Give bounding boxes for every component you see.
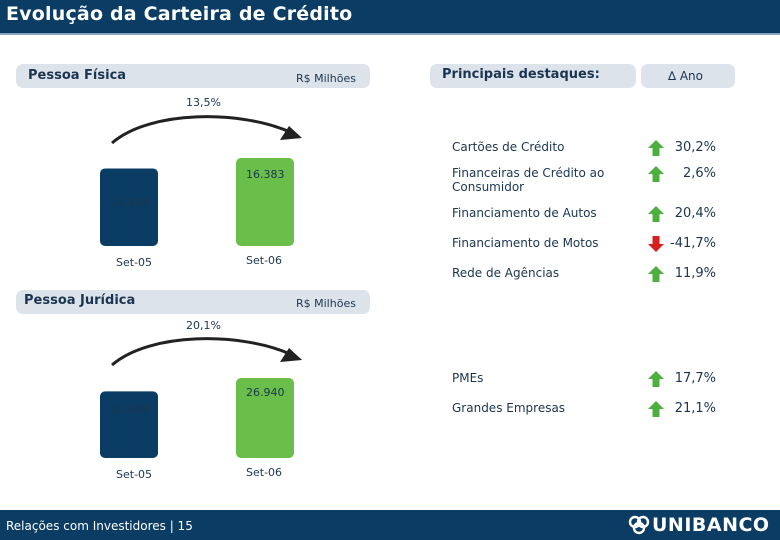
header-bar — [0, 0, 780, 33]
pj-growth-label: 20,1% — [186, 319, 221, 332]
footer-text: Relações com Investidores | 15 — [6, 519, 193, 533]
pj-bar-chart — [100, 337, 302, 458]
pf-section-title: Pessoa Física — [28, 68, 127, 83]
pf-highlight-value: 30,2% — [674, 140, 716, 155]
pj-section-bar — [16, 290, 370, 314]
pf-growth-label: 13,5% — [186, 96, 221, 109]
pf-category-label-1: Set-06 — [246, 254, 283, 267]
arrow-down-icon — [648, 236, 664, 252]
pf-highlight-arrow — [647, 165, 665, 187]
pf-highlight-arrow — [647, 139, 665, 161]
pj-growth-arrow — [111, 337, 291, 367]
pf-bar-set-06 — [236, 158, 294, 246]
pf-unit-label: R$ Milhões — [296, 72, 356, 85]
pj-section-title: Pessoa Jurídica — [24, 293, 136, 308]
header-divider — [0, 33, 780, 35]
pf-highlight-label: Cartões de Crédito — [452, 140, 565, 154]
footer-bar — [0, 510, 780, 540]
pj-value-label-0: 22.438 — [110, 403, 149, 416]
pj-highlight-label: PMEs — [452, 371, 484, 385]
pf-section-bar — [16, 64, 370, 88]
pf-bar-chart — [100, 115, 302, 246]
pf-growth-arrow — [111, 115, 291, 145]
pf-highlight-value: -41,7% — [670, 236, 716, 251]
delta-header-bar — [641, 64, 735, 88]
pj-unit-label: R$ Milhões — [296, 297, 356, 310]
pj-highlight-label: Grandes Empresas — [452, 401, 566, 415]
pj-value-label-1: 26.940 — [246, 386, 285, 399]
pf-highlight-label: Rede de Agências — [452, 266, 560, 280]
pf-highlight-label: Financeiras de Crédito ao Consumidor — [452, 166, 605, 194]
pf-highlight-arrow — [647, 235, 665, 257]
pj-bar-set-05 — [100, 391, 158, 458]
arrow-up-icon — [648, 401, 664, 417]
pf-value-label-1: 16.383 — [246, 168, 285, 181]
pf-highlight-value: 20,4% — [674, 206, 716, 221]
pf-value-label-0: 14.434 — [110, 196, 149, 209]
pj-category-label-0: Set-05 — [116, 468, 153, 481]
arrow-up-icon — [648, 206, 664, 222]
pj-highlight-arrow — [647, 370, 665, 392]
unibanco-logo-icon — [628, 515, 650, 535]
pj-bar-set-06 — [236, 378, 294, 458]
pj-growth-arrowhead — [280, 348, 302, 362]
pf-highlight-label: Financiamento de Motos — [452, 236, 599, 250]
highlights-header-bar — [430, 64, 636, 88]
pf-highlight-label: Financiamento de Autos — [452, 206, 597, 220]
delta-header-label: ∆ Ano — [668, 69, 703, 83]
arrow-up-icon — [648, 140, 664, 156]
pf-highlight-arrow — [647, 265, 665, 287]
pf-highlight-value: 11,9% — [674, 266, 716, 281]
page-title: Evolução da Carteira de Crédito — [6, 3, 353, 25]
arrow-up-icon — [648, 266, 664, 282]
footer-logo-text: UNIBANCO — [652, 514, 770, 536]
pj-highlight-value: 17,7% — [674, 371, 716, 386]
pj-category-label-1: Set-06 — [246, 466, 283, 479]
arrow-up-icon — [648, 166, 664, 182]
highlights-title: Principais destaques: — [442, 67, 600, 82]
pf-bar-set-05 — [100, 168, 158, 246]
pj-highlight-value: 21,1% — [674, 401, 716, 416]
pf-highlight-value: 2,6% — [682, 166, 716, 181]
pf-growth-arrowhead — [280, 126, 302, 140]
pj-highlight-arrow — [647, 400, 665, 422]
pf-highlight-arrow — [647, 205, 665, 227]
pf-category-label-0: Set-05 — [116, 256, 153, 269]
arrow-up-icon — [648, 371, 664, 387]
